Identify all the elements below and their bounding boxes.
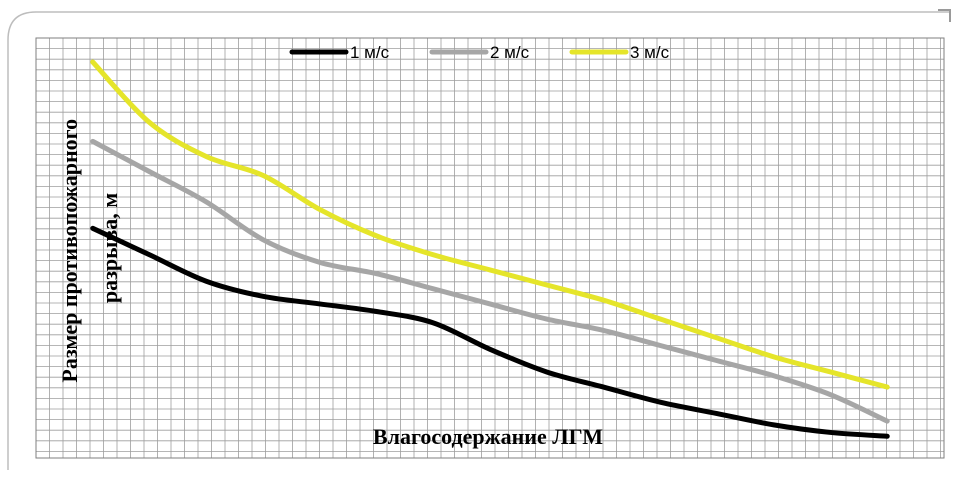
plot-border (35, 37, 945, 459)
chart-border-corner (938, 9, 951, 22)
legend: 1 м/с 2 м/с 3 м/с (289, 43, 670, 62)
chart-border (7, 11, 950, 470)
series-line-2 (90, 138, 890, 424)
y-axis-title-line-2: разрыва, м (97, 193, 122, 303)
y-axis-title: Размер противопожарного разрыва, м (57, 113, 122, 382)
y-axis-title-line-1: Размер противопожарного (57, 119, 82, 383)
x-axis-title: Влагосодержание ЛГМ (373, 424, 603, 449)
legend-label-1: 1 м/с (350, 43, 390, 62)
series-line-3 (90, 59, 890, 390)
series-line-1 (90, 225, 890, 439)
grid-lines (36, 38, 944, 458)
legend-label-2: 2 м/с (490, 43, 530, 62)
legend-label-3: 3 м/с (630, 43, 670, 62)
series-lines (90, 59, 890, 439)
